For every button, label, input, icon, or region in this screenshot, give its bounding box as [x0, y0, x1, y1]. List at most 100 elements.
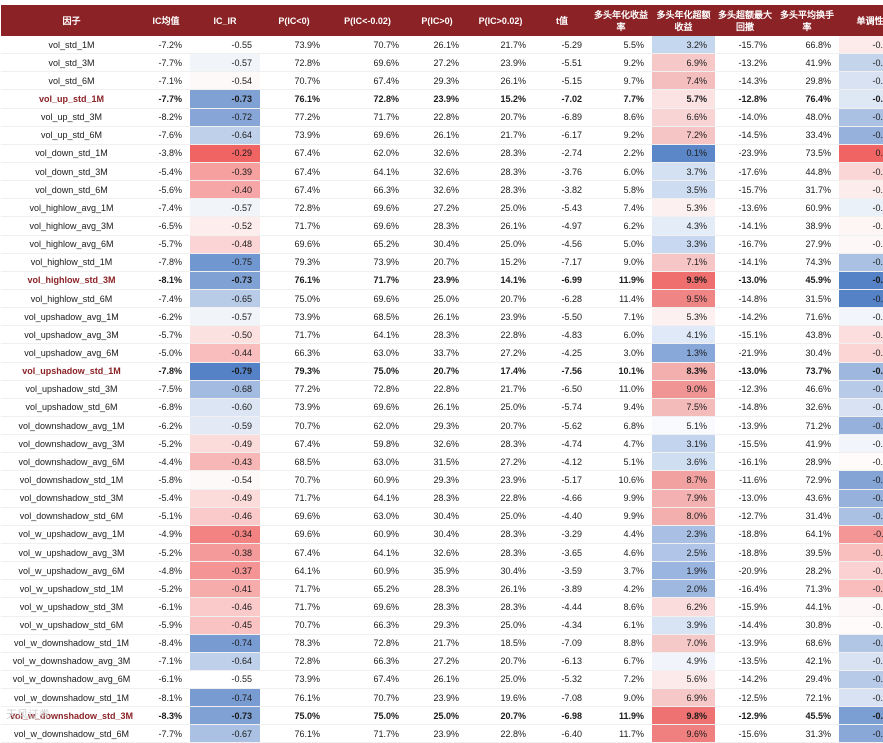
cell-factor: vol_down_std_3M [1, 162, 142, 182]
cell-factor: vol_w_upshadow_std_1M [1, 579, 142, 599]
cell-long-avg-turnover: 27.9% [775, 235, 839, 254]
cell-monotonicity: -0.54 [839, 36, 883, 55]
cell-p-ic-pos: 32.6% [407, 543, 467, 563]
cell-p-ic-pos: 28.3% [407, 489, 467, 508]
cell-long-annual-excess: 5.7% [652, 89, 715, 109]
cell-factor: vol_highlow_avg_6M [1, 235, 142, 254]
header-long-annual-excess: 多头年化超额收益 [652, 5, 715, 36]
cell-p-ic-gt-002: 27.2% [467, 452, 534, 472]
cell-p-ic-gt-002: 15.2% [467, 89, 534, 109]
cell-p-ic-gt-002: 23.9% [467, 307, 534, 327]
table-row: vol_w_upshadow_std_3M -6.1% -0.46 71.7% 69.6… [1, 597, 883, 617]
cell-ic-ir: -0.75 [190, 253, 260, 272]
cell-ic-mean: -7.4% [142, 289, 190, 309]
cell-p-ic-neg: 73.9% [260, 307, 328, 327]
cell-monotonicity: -0.32 [839, 543, 883, 563]
cell-monotonicity: -0.77 [839, 634, 883, 653]
cell-p-ic-neg: 71.7% [260, 579, 328, 599]
cell-long-annual-return: 2.2% [590, 144, 652, 163]
cell-p-ic-lt-002: 72.8% [328, 89, 407, 109]
cell-long-excess-max-drawdown: -13.6% [715, 198, 775, 218]
cell-t-value: -7.08 [534, 688, 590, 708]
cell-t-value: -6.89 [534, 108, 590, 127]
cell-ic-mean: -7.1% [142, 652, 190, 671]
cell-p-ic-gt-002: 20.7% [467, 108, 534, 127]
cell-long-avg-turnover: 28.9% [775, 452, 839, 472]
cell-long-excess-max-drawdown: -14.0% [715, 108, 775, 127]
cell-monotonicity: -0.60 [839, 216, 883, 236]
cell-p-ic-gt-002: 25.0% [467, 670, 534, 690]
cell-long-annual-return: 8.6% [590, 597, 652, 617]
cell-long-annual-excess: 0.1% [652, 144, 715, 163]
cell-p-ic-lt-002: 63.0% [328, 343, 407, 363]
cell-ic-mean: -7.7% [142, 53, 190, 73]
cell-long-annual-return: 6.8% [590, 416, 652, 436]
cell-p-ic-neg: 76.1% [260, 271, 328, 290]
table-row: vol_down_std_1M -3.8% -0.29 67.4% 62.0% 32.6%… [1, 144, 883, 163]
cell-long-excess-max-drawdown: -13.9% [715, 416, 775, 436]
cell-p-ic-lt-002: 64.1% [328, 162, 407, 182]
cell-long-annual-excess: 7.9% [652, 489, 715, 508]
cell-long-excess-max-drawdown: -15.7% [715, 36, 775, 55]
cell-monotonicity: -0.55 [839, 180, 883, 200]
cell-ic-mean: -5.0% [142, 343, 190, 363]
cell-long-annual-excess: 5.3% [652, 307, 715, 327]
cell-factor: vol_upshadow_avg_6M [1, 343, 142, 363]
cell-p-ic-gt-002: 28.3% [467, 180, 534, 200]
cell-ic-mean: -3.8% [142, 144, 190, 163]
table-row: vol_w_downshadow_std_3M -8.3% -0.73 75.0% 75… [1, 706, 883, 726]
cell-p-ic-neg: 77.2% [260, 380, 328, 399]
header-t-value: t值 [534, 5, 590, 36]
cell-long-excess-max-drawdown: -17.6% [715, 162, 775, 182]
cell-long-avg-turnover: 72.9% [775, 470, 839, 490]
cell-long-avg-turnover: 29.4% [775, 670, 839, 690]
cell-factor: vol_w_upshadow_avg_3M [1, 543, 142, 563]
cell-long-annual-return: 3.0% [590, 343, 652, 363]
table-row: vol_highlow_std_3M -8.1% -0.73 76.1% 71.7% 23… [1, 271, 883, 290]
cell-long-excess-max-drawdown: -15.7% [715, 180, 775, 200]
cell-ic-ir: -0.50 [190, 325, 260, 345]
cell-long-avg-turnover: 28.2% [775, 561, 839, 581]
cell-p-ic-pos: 32.6% [407, 434, 467, 454]
table-row: vol_w_upshadow_avg_1M -4.9% -0.34 69.6% 60.9… [1, 525, 883, 544]
cell-long-avg-turnover: 30.4% [775, 343, 839, 363]
cell-t-value: -6.17 [534, 126, 590, 145]
cell-t-value: -4.25 [534, 343, 590, 363]
cell-t-value: -4.97 [534, 216, 590, 236]
cell-p-ic-neg: 72.8% [260, 53, 328, 73]
cell-long-annual-return: 6.0% [590, 162, 652, 182]
cell-p-ic-neg: 71.7% [260, 216, 328, 236]
factor-table: 因子 IC均值 IC_IR P(IC<0) P(IC<-0.02) P(IC>0) P(IC… [1, 5, 883, 743]
cell-long-annual-return: 4.4% [590, 525, 652, 544]
cell-factor: vol_std_1M [1, 36, 142, 55]
cell-long-annual-excess: 3.9% [652, 616, 715, 635]
cell-long-avg-turnover: 33.4% [775, 126, 839, 145]
cell-ic-ir: -0.72 [190, 108, 260, 127]
cell-ic-ir: -0.73 [190, 89, 260, 109]
cell-p-ic-lt-002: 69.6% [328, 289, 407, 309]
cell-factor: vol_w_upshadow_avg_6M [1, 561, 142, 581]
cell-p-ic-pos: 27.2% [407, 652, 467, 671]
cell-monotonicity: -0.71 [839, 71, 883, 91]
cell-long-annual-excess: 2.3% [652, 525, 715, 544]
cell-ic-ir: -0.46 [190, 507, 260, 526]
cell-p-ic-lt-002: 68.5% [328, 307, 407, 327]
cell-long-annual-excess: 4.9% [652, 652, 715, 671]
cell-long-annual-return: 11.0% [590, 380, 652, 399]
cell-p-ic-neg: 70.7% [260, 470, 328, 490]
table-row: vol_downshadow_avg_6M -4.4% -0.43 68.5% 63.0… [1, 452, 883, 472]
cell-long-excess-max-drawdown: -12.7% [715, 507, 775, 526]
cell-ic-ir: -0.57 [190, 198, 260, 218]
cell-long-annual-return: 3.7% [590, 561, 652, 581]
cell-t-value: -5.43 [534, 198, 590, 218]
cell-monotonicity: -0.76 [839, 380, 883, 399]
cell-p-ic-gt-002: 22.8% [467, 724, 534, 743]
cell-p-ic-gt-002: 21.7% [467, 380, 534, 399]
cell-monotonicity: -0.71 [839, 688, 883, 708]
cell-t-value: -5.17 [534, 470, 590, 490]
cell-long-excess-max-drawdown: -14.2% [715, 670, 775, 690]
table-row: vol_highlow_avg_6M -5.7% -0.48 69.6% 65.2% 30… [1, 235, 883, 254]
cell-ic-ir: -0.44 [190, 343, 260, 363]
cell-p-ic-lt-002: 67.4% [328, 71, 407, 91]
cell-long-annual-excess: 5.6% [652, 670, 715, 690]
